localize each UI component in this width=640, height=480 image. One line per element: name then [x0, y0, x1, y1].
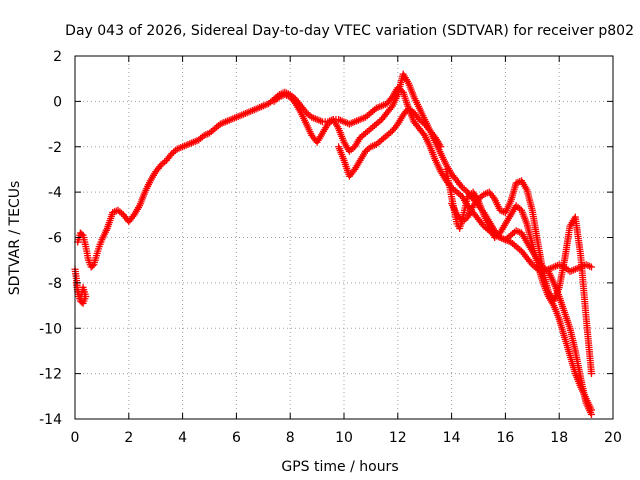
- x-axis-label: GPS time / hours: [281, 459, 398, 475]
- x-tick-label: 12: [389, 430, 407, 446]
- y-tick-label: -14: [39, 412, 62, 428]
- x-tick-label: 0: [71, 430, 80, 446]
- y-tick-label: 2: [53, 49, 62, 65]
- axis-ticks: [74, 55, 614, 420]
- y-tick-label: -6: [48, 231, 62, 247]
- x-tick-label: 4: [178, 430, 187, 446]
- data-point: [584, 261, 592, 269]
- data-point: [587, 406, 595, 414]
- y-tick-labels: 2 0 -2 -4 -6 -8 -10 -12 -14: [39, 49, 62, 428]
- y-tick-label: -12: [39, 367, 62, 383]
- series-arc-2: [74, 84, 595, 276]
- y-tick-label: -4: [48, 185, 62, 201]
- x-tick-label: 10: [335, 430, 353, 446]
- x-tick-label: 6: [232, 430, 241, 446]
- y-tick-label: -8: [48, 276, 62, 292]
- x-tick-labels: 0 2 4 6 8 10 12 14 16 18 20: [71, 430, 622, 446]
- y-tick-label: -10: [39, 321, 62, 337]
- x-tick-label: 18: [550, 430, 568, 446]
- x-tick-label: 8: [286, 430, 295, 446]
- x-tick-label: 14: [443, 430, 461, 446]
- y-tick-label: 0: [53, 94, 62, 110]
- series-arc-1: [71, 265, 90, 307]
- y-tick-label: -2: [48, 140, 62, 156]
- x-tick-label: 16: [496, 430, 514, 446]
- data-point: [587, 263, 595, 271]
- series-arc-6: [442, 165, 595, 414]
- data-point: [587, 370, 595, 378]
- data-point: [437, 143, 445, 151]
- data-points: [71, 70, 595, 418]
- y-axis-label: SDTVAR / TECUs: [7, 181, 23, 296]
- x-tick-label: 2: [124, 430, 133, 446]
- chart-title: Day 043 of 2026, Sidereal Day-to-day VTE…: [65, 23, 634, 39]
- data-point: [586, 262, 594, 270]
- series-arc-4: [335, 104, 445, 180]
- grid: [75, 56, 613, 419]
- x-tick-label: 20: [604, 430, 622, 446]
